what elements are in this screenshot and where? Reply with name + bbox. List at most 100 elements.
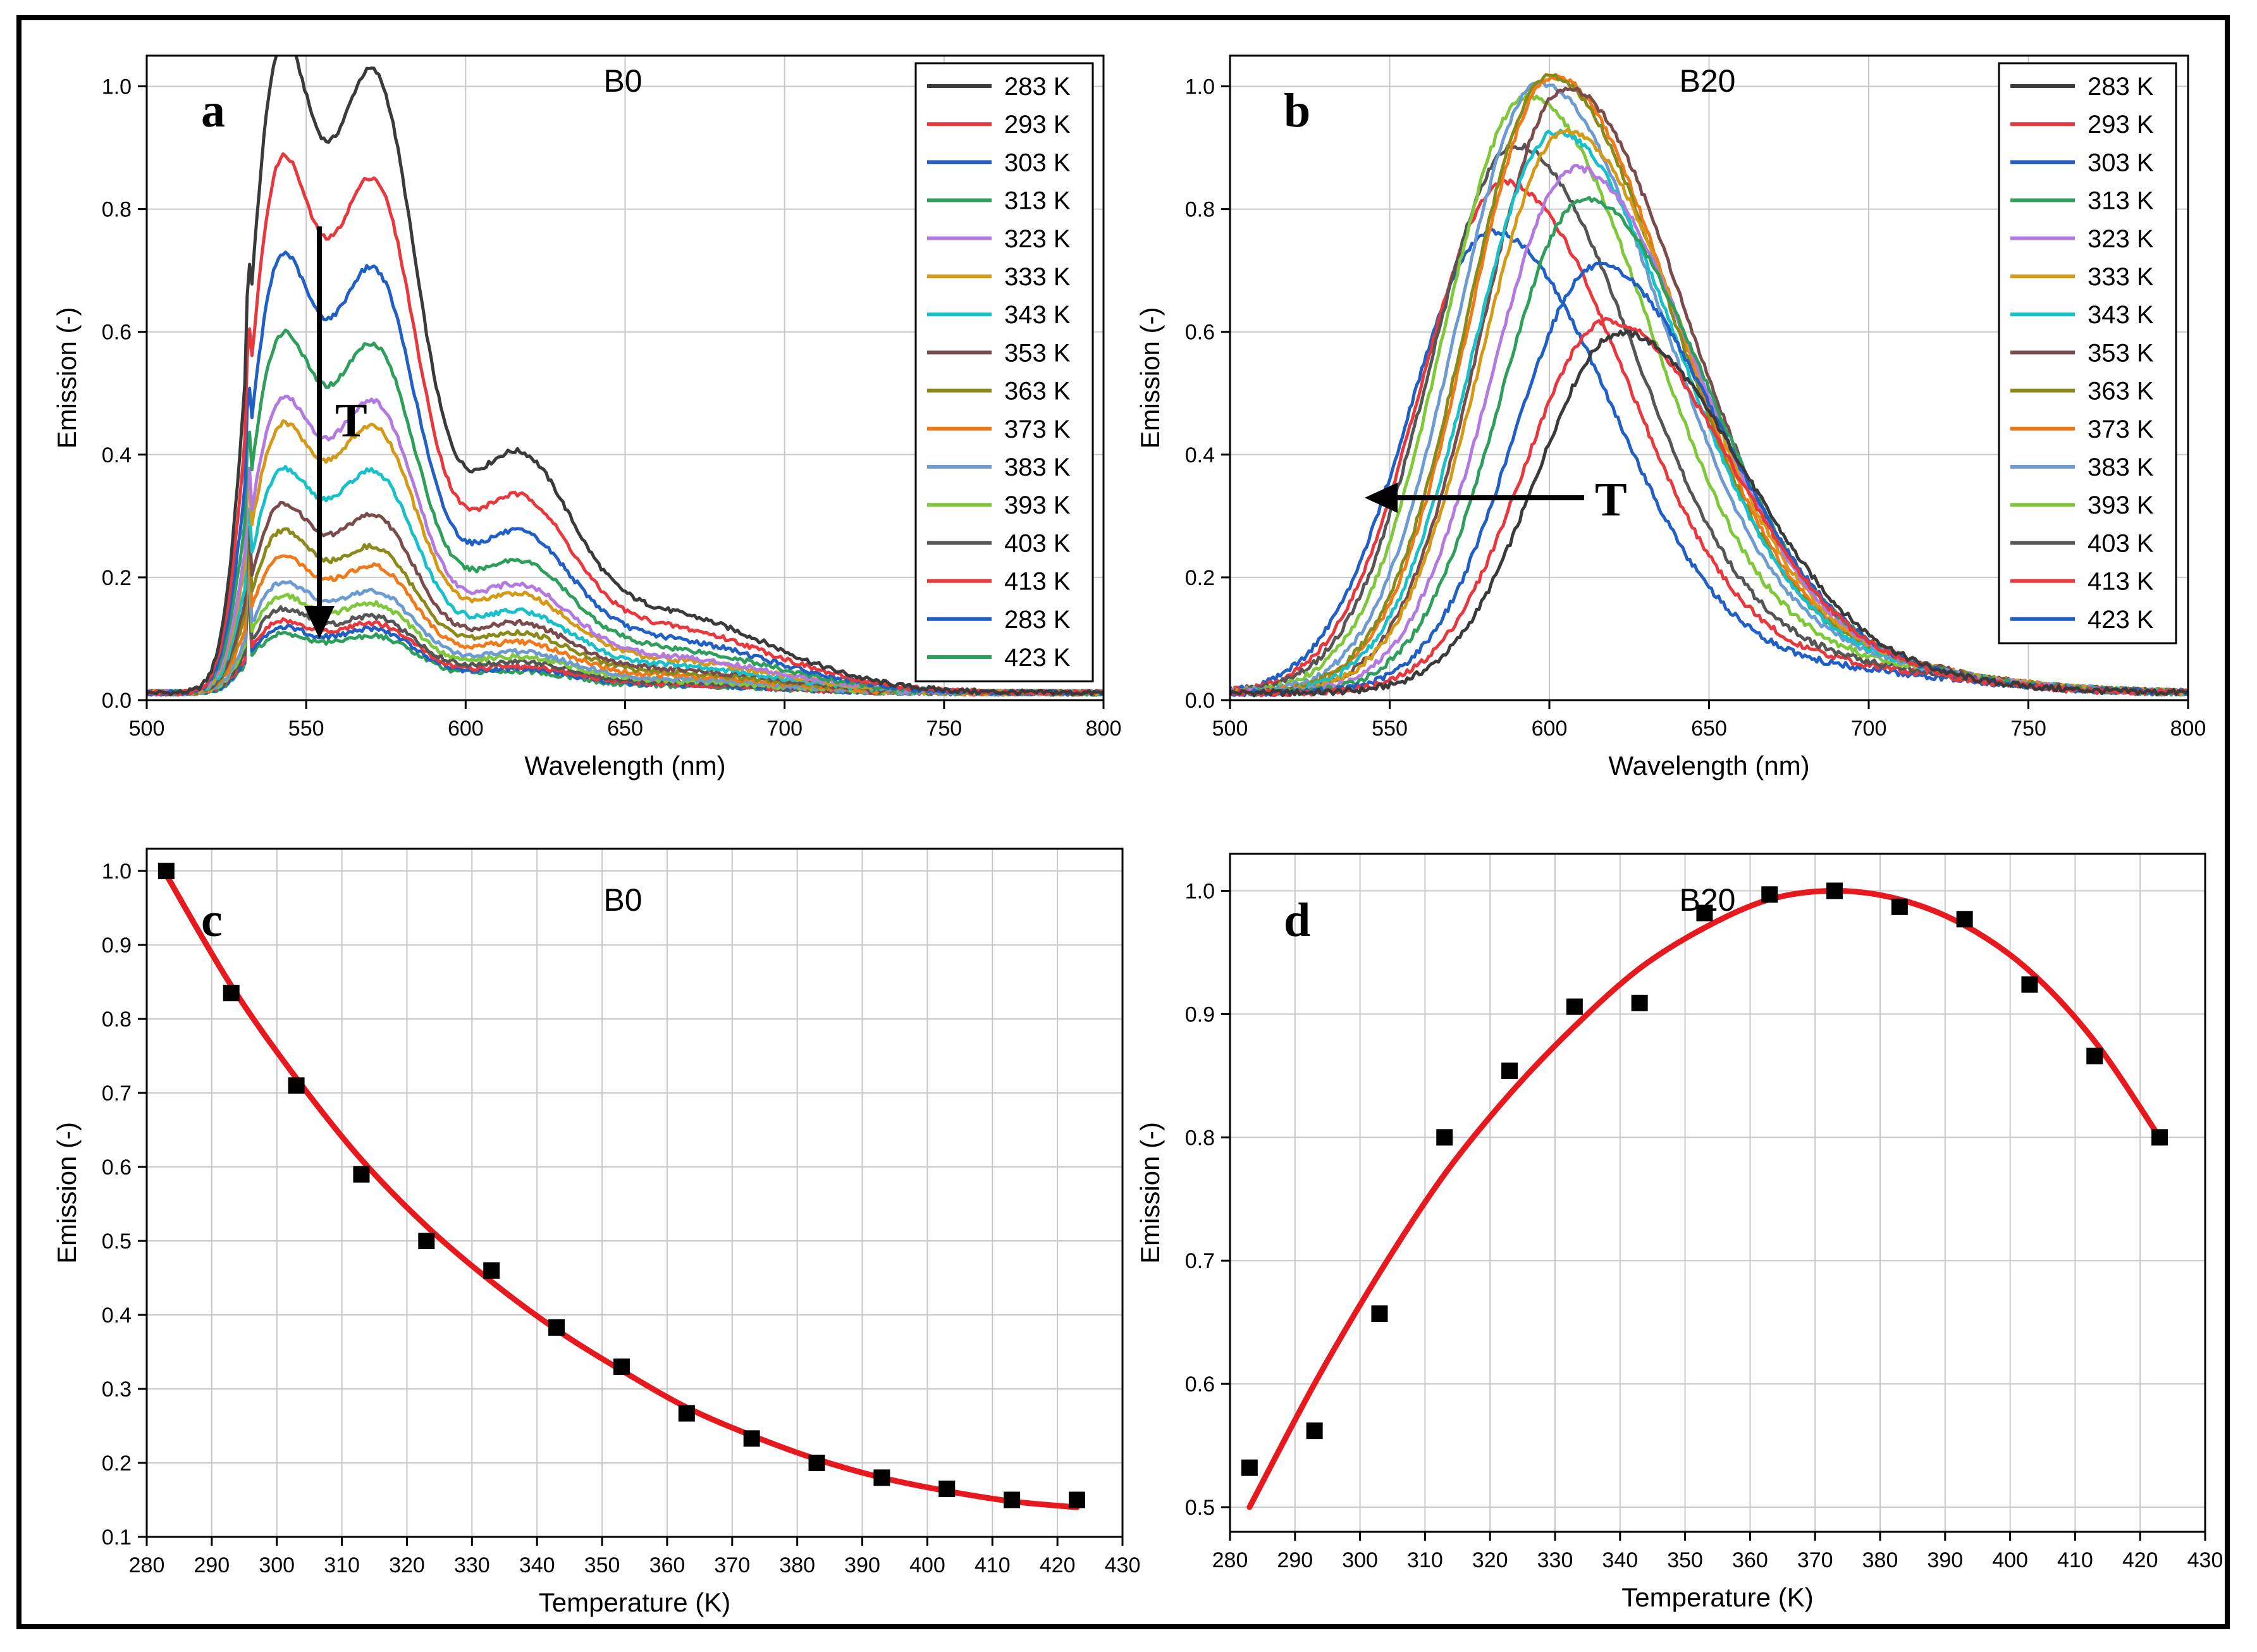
x-tick-label: 800: [1086, 717, 1122, 741]
x-tick-label: 700: [766, 717, 803, 741]
legend-entry: 423 K: [2088, 606, 2154, 634]
data-point: [353, 1166, 370, 1183]
data-point: [2086, 1047, 2103, 1064]
y-tick-label: 0.4: [102, 1304, 132, 1328]
y-tick-label: 0.2: [102, 566, 132, 590]
axis-ticks: 280 290 300 310 320 330 340 350 360 370 380 390 400 4…: [102, 860, 1141, 1577]
axis-ticks: 500 550 600 650 700 750 800 0.0 0.2 0.4 0.6 0.8 1.0: [102, 75, 1122, 741]
x-tick-label: 430: [1105, 1553, 1141, 1577]
data-point: [2021, 976, 2038, 993]
x-tick-label: 290: [194, 1553, 230, 1577]
x-tick-label: 340: [1602, 1548, 1638, 1572]
plot-area: [147, 56, 1104, 697]
x-tick-label: 750: [2010, 717, 2046, 741]
x-tick-label: 500: [1212, 717, 1248, 741]
y-tick-label: 0.8: [1185, 198, 1215, 222]
x-tick-label: 300: [1342, 1548, 1378, 1572]
panel-b: 500 550 600 650 700 750 800 0.0 0.2 0.4 0.6 0.8 1.0 W…: [1135, 54, 2206, 780]
y-tick-label: 0.2: [102, 1452, 132, 1476]
legend-entry: 353 K: [1004, 339, 1071, 367]
data-point: [743, 1430, 760, 1447]
legend-entry: 373 K: [1004, 416, 1071, 443]
y-tick-label: 0.9: [1185, 1002, 1215, 1026]
y-tick-label: 0.0: [102, 689, 132, 713]
legend-entry: 393 K: [2088, 491, 2154, 519]
plot-area: [163, 872, 1080, 1510]
x-tick-label: 360: [1732, 1548, 1768, 1572]
data-point: [2151, 1129, 2168, 1146]
x-axis-label: Temperature (K): [1621, 1582, 1813, 1612]
gridlines: [146, 849, 1123, 1538]
x-tick-label: 310: [1407, 1548, 1443, 1572]
x-tick-label: 330: [1537, 1548, 1573, 1572]
data-point: [1566, 998, 1583, 1015]
legend-entry: 363 K: [2088, 378, 2154, 405]
data-point: [1501, 1063, 1518, 1080]
x-tick-label: 600: [448, 717, 484, 741]
fit-curve: [163, 872, 1080, 1510]
x-axis-label: Wavelength (nm): [1608, 751, 1809, 780]
x-tick-label: 360: [649, 1553, 686, 1577]
data-point: [938, 1480, 956, 1497]
data-point: [548, 1319, 565, 1336]
panel-c: 280 290 300 310 320 330 340 350 360 370 380 390 400 4…: [52, 848, 1141, 1617]
legend-entry: 283 K: [1004, 73, 1071, 101]
legend-entry: 303 K: [1004, 149, 1071, 176]
y-tick-label: 0.6: [102, 321, 132, 345]
x-tick-label: 300: [259, 1553, 295, 1577]
data-point: [157, 863, 175, 880]
y-tick-label: 0.0: [1185, 689, 1215, 713]
plot-area: [1246, 887, 2163, 1510]
y-tick-label: 0.4: [102, 443, 132, 467]
x-tick-label: 350: [584, 1553, 620, 1577]
y-tick-label: 1.0: [102, 860, 132, 884]
data-point: [288, 1077, 305, 1094]
y-tick-label: 0.6: [1185, 321, 1215, 345]
axes-frame: [1229, 54, 2189, 701]
axes-frame: [1229, 853, 2206, 1533]
x-tick-label: 330: [454, 1553, 490, 1577]
x-tick-label: 280: [1212, 1548, 1248, 1572]
x-tick-label: 500: [129, 717, 165, 741]
legend-entry: 383 K: [2088, 453, 2154, 481]
x-tick-label: 750: [926, 717, 962, 741]
y-tick-label: 1.0: [1185, 75, 1215, 99]
y-tick-label: 0.4: [1185, 443, 1215, 467]
legend: 283 K 293 K 303 K 313 K 323 K 333 K 343 K 353 K…: [914, 62, 1094, 682]
legend-entry: 363 K: [1004, 378, 1071, 405]
arrow-head: [304, 606, 335, 639]
legend-entry: 393 K: [1004, 491, 1071, 519]
y-tick-label: 0.1: [102, 1526, 132, 1550]
y-tick-label: 0.5: [102, 1230, 132, 1254]
y-tick-label: 0.8: [102, 198, 132, 222]
x-tick-label: 400: [909, 1553, 945, 1577]
plot-area: [1230, 73, 2188, 698]
legend-entry: 283 K: [2088, 73, 2154, 101]
arrow-label: T: [1595, 473, 1627, 526]
x-tick-label: 280: [129, 1553, 165, 1577]
data-point: [1306, 1422, 1323, 1439]
legend-entry: 343 K: [2088, 301, 2154, 329]
legend-entry: 323 K: [2088, 225, 2154, 253]
y-axis-label: Emission (-): [52, 307, 82, 448]
data-point: [1891, 898, 1908, 915]
data-point: [1826, 882, 1843, 899]
y-tick-label: 0.9: [102, 934, 132, 958]
axes-frame: [145, 848, 1124, 1538]
x-tick-label: 310: [324, 1553, 360, 1577]
legend-entry: 293 K: [1004, 111, 1071, 139]
x-tick-label: 350: [1667, 1548, 1703, 1572]
y-tick-label: 0.8: [1185, 1126, 1215, 1150]
legend-entry: 383 K: [1004, 453, 1071, 481]
y-tick-label: 0.8: [102, 1008, 132, 1032]
panel-title: B0: [603, 882, 642, 918]
legend-entry: 343 K: [1004, 301, 1071, 329]
y-tick-label: 0.5: [1185, 1496, 1215, 1520]
panel-letter: a: [201, 84, 225, 137]
legend-entry: 313 K: [2088, 187, 2154, 215]
x-tick-label: 400: [1992, 1548, 2028, 1572]
panel-title: B0: [603, 63, 642, 99]
panel-d: 280 290 300 310 320 330 340 350 360 370 380 390 400 4…: [1135, 853, 2223, 1612]
x-tick-label: 390: [844, 1553, 880, 1577]
